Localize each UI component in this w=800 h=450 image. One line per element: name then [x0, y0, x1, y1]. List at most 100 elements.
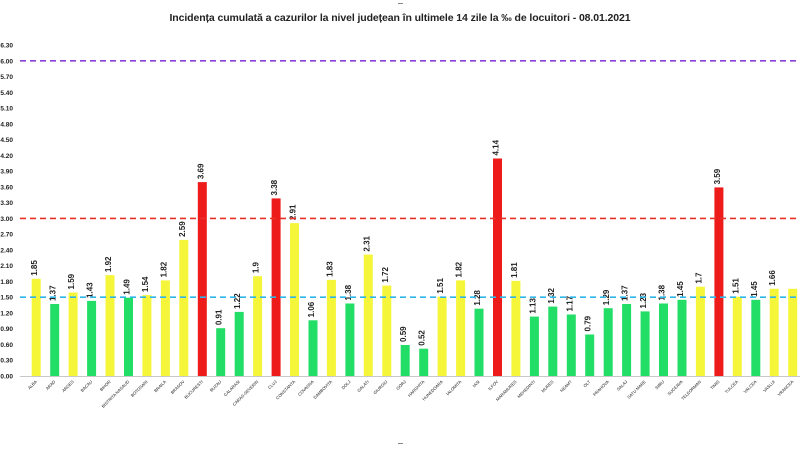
y-tick-label: 2.70 [0, 232, 13, 239]
bar [419, 348, 429, 376]
category-label: BUZAU [209, 379, 223, 393]
category-label: ALBA [27, 379, 38, 390]
y-tick-label: 4.20 [0, 153, 13, 160]
bar [326, 279, 336, 376]
bar [363, 254, 373, 376]
bar-value-label: 1.13 [528, 298, 537, 314]
category-label: IASI [472, 379, 481, 388]
bar [290, 223, 299, 376]
bar [529, 316, 539, 376]
bar-value-label: 0.79 [584, 315, 593, 331]
bar-value-label: 1.17 [565, 295, 574, 311]
category-label: CLUJ [267, 379, 278, 390]
bar [677, 299, 687, 376]
category-label: IALOMITA [445, 379, 462, 396]
category-label: PRAHOVA [592, 379, 610, 397]
bar [216, 328, 226, 376]
chart-title: Incidența cumulată a cazurilor la nivel … [169, 12, 631, 24]
category-label: BIHOR [99, 379, 112, 392]
bar [308, 320, 318, 376]
y-tick-label: 5.70 [0, 74, 13, 81]
bar [640, 311, 650, 376]
bar [160, 280, 170, 376]
y-tick-label: 0.00 [0, 374, 13, 381]
bar-value-label: 4.14 [491, 139, 500, 155]
category-label: CONSTANTA [275, 379, 297, 401]
category-label: GIURGIU [372, 379, 388, 395]
category-label: VALCEA [743, 379, 758, 394]
y-tick-label: 0.60 [0, 342, 13, 349]
y-tick-label: 0.90 [0, 326, 13, 333]
bar-value-label: 1.92 [104, 256, 113, 272]
bar [511, 280, 521, 376]
bar [732, 296, 742, 376]
y-tick-label: 2.10 [0, 263, 13, 270]
category-label: DAMBOVITA [312, 379, 333, 400]
category-label: VRANCEA [777, 379, 795, 397]
bar-value-label: 2.59 [178, 221, 187, 237]
category-label: TIMIS [709, 379, 721, 391]
bar-value-label: 1.22 [233, 293, 242, 309]
category-label: ARGES [61, 379, 75, 393]
bar [566, 314, 576, 376]
bar-value-label: 1.37 [621, 285, 630, 301]
bar-value-label: 0.52 [418, 330, 427, 346]
category-label: COVASNA [297, 379, 315, 397]
category-label: DOLJ [340, 379, 351, 390]
bar-value-label: 0.91 [215, 309, 224, 325]
category-label: BUCURESTI [183, 379, 204, 400]
y-tick-label: 3.00 [0, 216, 13, 223]
y-tick-label: 3.30 [0, 200, 13, 207]
category-label: MURES [540, 379, 554, 393]
bar [585, 334, 595, 376]
y-tick-label: 3.90 [0, 169, 13, 176]
bar [382, 285, 392, 376]
bar [474, 308, 484, 376]
bar [31, 278, 41, 376]
bar [68, 292, 78, 376]
category-label: HARGHITA [407, 379, 426, 398]
bar-value-label: 1.06 [307, 301, 316, 317]
bar [493, 158, 502, 376]
bar [548, 306, 558, 376]
bar-value-label: 1.9 [252, 262, 261, 274]
y-tick-label: 2.40 [0, 247, 13, 254]
bar [714, 187, 724, 376]
bar-value-label: 1.85 [30, 260, 39, 276]
bar [622, 304, 632, 376]
category-label: MEHEDINTI [516, 379, 536, 399]
category-label: TULCEA [724, 379, 739, 394]
bar-value-label: 3.69 [196, 163, 205, 179]
bottom-marker [398, 443, 403, 444]
y-tick-label: 1.20 [0, 310, 13, 317]
bar [234, 311, 244, 376]
bar-value-label: 1.23 [639, 292, 648, 308]
category-label: BOTOSANI [130, 379, 149, 398]
category-label: VASLUI [762, 379, 776, 393]
bar-value-label: 1.7 [694, 272, 703, 284]
category-label: BACAU [80, 379, 94, 393]
bar-value-label: 1.45 [750, 281, 759, 297]
y-tick-label: 4.80 [0, 121, 13, 128]
bar [400, 345, 410, 376]
bar [751, 299, 761, 376]
category-label: ILFOV [487, 379, 499, 391]
bar [437, 296, 447, 376]
y-tick-label: 1.50 [0, 295, 13, 302]
y-tick-label: 6.00 [0, 58, 13, 65]
bar-value-label: 1.37 [49, 285, 58, 301]
bar-value-label: 1.29 [602, 289, 611, 305]
bar-value-label: 1.38 [657, 284, 666, 300]
bar-value-label: 1.45 [676, 281, 685, 297]
category-label: BRASOV [170, 379, 186, 395]
y-tick-label: 5.40 [0, 90, 13, 97]
bar-value-label: 1.81 [510, 262, 519, 278]
category-label: SIBIU [654, 379, 665, 390]
bar [124, 297, 133, 376]
bar-value-label: 1.49 [123, 279, 132, 295]
category-label: CALARASI [223, 379, 241, 397]
bar [105, 275, 115, 376]
bar-value-label: 2.31 [362, 235, 371, 251]
bar [788, 288, 798, 376]
bar-value-label: 1.82 [455, 261, 464, 277]
